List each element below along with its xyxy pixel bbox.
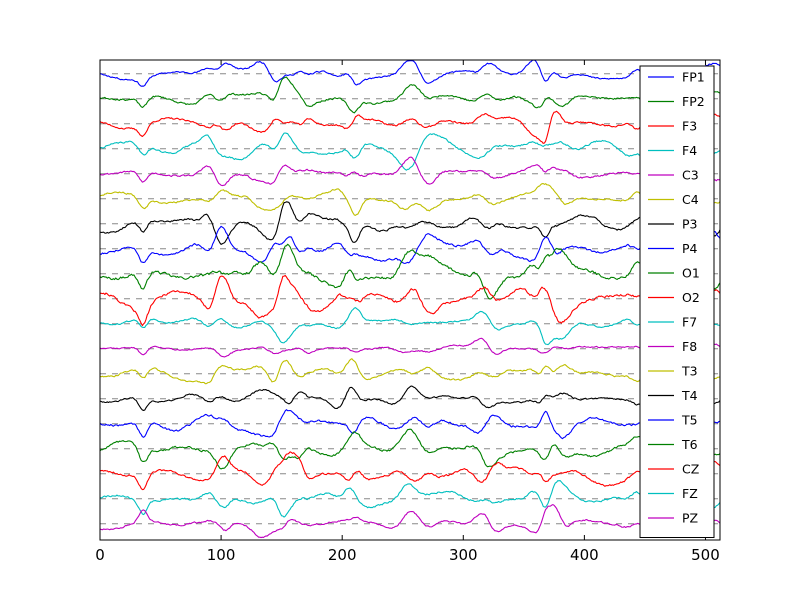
legend-label-o2: O2	[682, 290, 700, 305]
legend-label-f8: F8	[682, 339, 697, 354]
trace-t3	[100, 358, 720, 385]
legend-label-c4: C4	[682, 192, 699, 207]
trace-pz	[100, 504, 720, 539]
trace-o2	[100, 274, 720, 327]
plot-frame	[99, 59, 721, 541]
trace-f7	[100, 307, 720, 346]
legend: FP1 FP2 F3 F4 C3 C4 P3 P4 O1 O2 F7 F8 T3 T4 T5 T6 CZ FZ PZ	[639, 65, 715, 538]
trace-fp2	[100, 76, 720, 114]
legend-label-p3: P3	[682, 217, 698, 232]
trace-c4	[100, 183, 720, 216]
legend-label-cz: CZ	[682, 462, 699, 477]
trace-p3	[100, 201, 720, 245]
x-tick-label: 100	[207, 546, 236, 564]
legend-label-fp1: FP1	[682, 70, 705, 85]
trace-p4	[100, 225, 720, 264]
x-tick-label: 300	[449, 546, 478, 564]
legend-label-p4: P4	[682, 241, 698, 256]
x-tick-label: 500	[691, 546, 720, 564]
trace-fp1	[100, 60, 720, 87]
x-tick-label: 400	[570, 546, 599, 564]
legend-label-f4: F4	[682, 143, 697, 158]
trace-t5	[100, 409, 720, 440]
plot-area	[100, 60, 720, 540]
legend-label-f3: F3	[682, 119, 697, 134]
trace-cz	[100, 451, 720, 491]
trace-t6	[100, 428, 720, 470]
trace-t4	[100, 385, 720, 413]
legend-label-t5: T5	[681, 413, 698, 428]
legend-label-pz: PZ	[682, 511, 698, 526]
trace-o1	[100, 243, 720, 300]
legend-label-f7: F7	[682, 315, 697, 330]
legend-label-fp2: FP2	[682, 94, 705, 109]
x-axis: 0 100 200 300 400 500	[95, 60, 720, 564]
legend-label-t6: T6	[681, 437, 698, 452]
x-tick-label: 0	[95, 546, 105, 564]
trace-c3	[100, 156, 720, 187]
legend-box	[639, 65, 715, 538]
legend-label-o1: O1	[682, 266, 700, 281]
x-tick-label: 200	[328, 546, 357, 564]
trace-fz	[100, 480, 720, 518]
legend-label-fz: FZ	[682, 486, 698, 501]
legend-label-t3: T3	[681, 364, 698, 379]
traces	[100, 60, 720, 539]
trace-f4	[100, 132, 720, 171]
trace-f3	[100, 110, 720, 144]
legend-label-t4: T4	[681, 388, 698, 403]
trace-f8	[100, 337, 720, 358]
legend-label-c3: C3	[682, 168, 699, 183]
